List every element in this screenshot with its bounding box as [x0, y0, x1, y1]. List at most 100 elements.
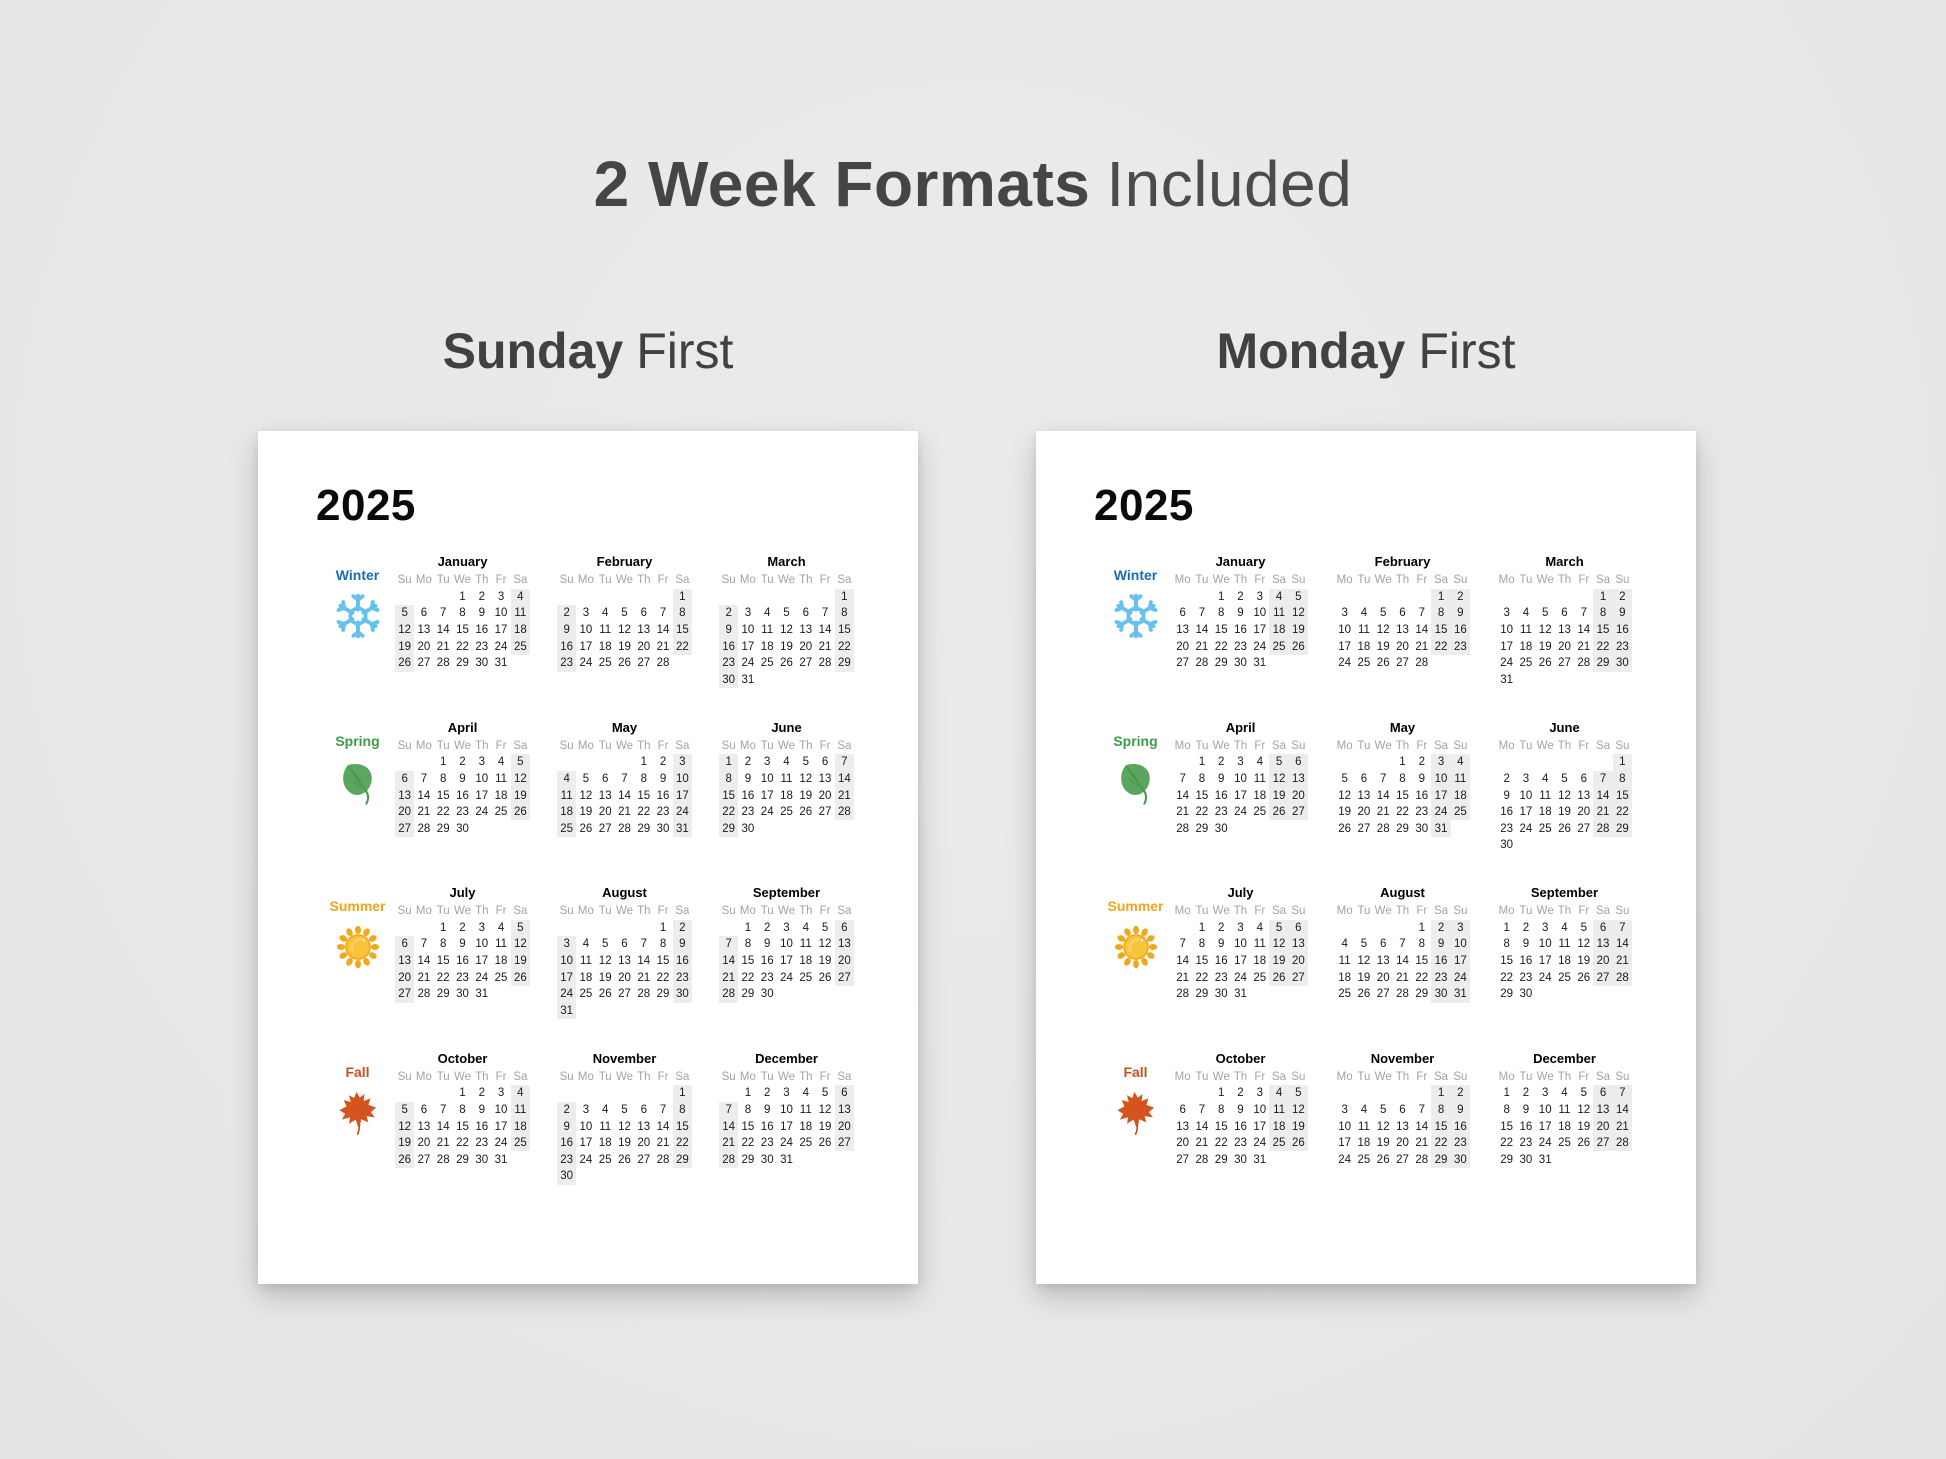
- day-cell: 25: [1357, 1153, 1371, 1166]
- weekday-header: Tu: [1195, 739, 1209, 752]
- day-cell: 30: [1214, 988, 1228, 1001]
- day-cell: 11: [599, 624, 612, 637]
- day-cell: 30: [656, 822, 670, 835]
- day-cell: 1: [834, 588, 854, 606]
- day-cell: 12: [818, 1103, 832, 1116]
- day-cell: 13: [417, 1120, 431, 1133]
- day-cell: 1: [1503, 1087, 1510, 1100]
- empty-cell: [1354, 589, 1373, 606]
- weekday-header: We: [1212, 739, 1230, 752]
- empty-cell: [796, 672, 815, 689]
- day-cell: 30: [1415, 822, 1429, 835]
- empty-cell: [1173, 920, 1192, 937]
- day-cell: 12: [510, 936, 530, 953]
- empty-cell: [1555, 1151, 1574, 1168]
- empty-cell: [1374, 920, 1393, 937]
- day-cell: 14: [1176, 789, 1190, 802]
- day-cell: 23: [1214, 971, 1228, 984]
- day-cell: 12: [510, 770, 530, 788]
- day-cell: 6: [420, 1103, 428, 1116]
- day-cell: 26: [1269, 969, 1289, 986]
- day-cell: 18: [780, 789, 793, 802]
- day-cell: 22: [436, 971, 450, 984]
- day-cell: 13: [1288, 936, 1308, 953]
- day-cell: 19: [598, 971, 612, 984]
- weekday-header: Tu: [598, 739, 612, 752]
- day-cell: 28: [1577, 657, 1591, 670]
- day-cell: 2: [719, 605, 739, 622]
- season-months: April Su Mo Tu We Th Fr Sa 1 2 3 4 5 6 7 8 9 10 11 12 13 14 15…: [395, 720, 854, 887]
- season-row-spring: Spring April Mo Tu We Th Fr Sa Su 1 2 3 4 5 6 7 8 9 10 11 12…: [1098, 720, 1632, 887]
- day-cell: 5: [1580, 921, 1587, 934]
- day-cell: 24: [1253, 640, 1267, 653]
- day-cell: 18: [494, 789, 508, 802]
- empty-cell: [738, 589, 757, 606]
- day-cell: 4: [1269, 1085, 1289, 1102]
- day-cell: 27: [818, 806, 832, 819]
- weekday-header: Su: [1615, 1070, 1630, 1083]
- day-cell: 3: [744, 607, 752, 620]
- month-title: November: [592, 1050, 657, 1066]
- weekday-header: Tu: [1357, 1070, 1371, 1083]
- day-cell: 17: [741, 640, 755, 653]
- month-october: October Su Mo Tu We Th Fr Sa 1 2 3 4 5 6 7 8 9 10 11 12 13 14…: [395, 1051, 530, 1218]
- empty-cell: [1374, 1085, 1393, 1102]
- day-cell: 14: [818, 624, 832, 637]
- day-cell: 26: [1269, 803, 1289, 821]
- day-cell: 31: [1431, 820, 1451, 838]
- day-cell: 19: [1288, 621, 1308, 639]
- day-cell: 26: [395, 654, 415, 672]
- day-cell: 20: [1558, 640, 1571, 653]
- weekday-header: Th: [1233, 574, 1248, 587]
- day-cell: 11: [1338, 955, 1351, 968]
- day-cell: 7: [440, 607, 447, 620]
- day-cell: 20: [1593, 952, 1613, 970]
- empty-cell: [719, 1085, 738, 1102]
- day-cell: 17: [1338, 640, 1352, 653]
- day-cell: 2: [459, 921, 466, 934]
- day-cell: 17: [760, 789, 774, 802]
- day-cell: 8: [1399, 772, 1406, 785]
- day-cell: 27: [1357, 822, 1371, 835]
- day-cell: 7: [420, 772, 428, 785]
- day-cell: 23: [1519, 971, 1533, 984]
- day-cell: 20: [637, 1137, 651, 1150]
- day-cell: 11: [1357, 1120, 1370, 1133]
- empty-cell: [1451, 655, 1470, 672]
- season-row-fall: Fall October Mo Tu We Th Fr Sa Su 1 2 3 4 5 6 7 8 9 10 11 12…: [1098, 1051, 1632, 1218]
- day-cell: 7: [1179, 772, 1186, 785]
- day-cell: 2: [1503, 772, 1510, 785]
- day-cell: 5: [621, 607, 628, 620]
- empty-cell: [835, 820, 854, 837]
- day-cell: 19: [1577, 955, 1591, 968]
- empty-cell: [835, 672, 854, 689]
- day-cell: 3: [1431, 754, 1451, 771]
- day-cell: 13: [1357, 789, 1371, 802]
- weekday-header: Mo: [1336, 739, 1353, 752]
- day-cell: 26: [1288, 638, 1308, 655]
- weekday-header: Fr: [1254, 574, 1266, 587]
- day-cell: 30: [1234, 1153, 1247, 1166]
- day-cell: 28: [417, 988, 431, 1001]
- day-cell: 24: [1450, 969, 1470, 986]
- weekday-header: Mo: [739, 574, 756, 587]
- day-cell: 9: [1503, 789, 1510, 802]
- day-cell: 17: [557, 969, 577, 986]
- day-cell: 12: [1288, 605, 1308, 622]
- day-cell: 2: [1237, 1087, 1244, 1100]
- day-cell: 27: [1176, 1153, 1190, 1166]
- empty-cell: [1354, 754, 1373, 771]
- day-cell: 4: [1269, 588, 1289, 606]
- day-cell: 9: [764, 1103, 771, 1116]
- day-cell: 3: [497, 1087, 505, 1100]
- day-cell: 25: [1269, 638, 1289, 655]
- empty-cell: [815, 1151, 834, 1168]
- day-cell: 17: [1338, 1137, 1352, 1150]
- empty-cell: [1354, 920, 1373, 937]
- day-cell: 18: [1519, 640, 1533, 653]
- day-cell: 5: [1380, 1103, 1387, 1116]
- empty-cell: [576, 589, 595, 606]
- month-november: November Su Mo Tu We Th Fr Sa 1 2 3 4 5 6 7 8 9 10 11 12 13 1…: [557, 1050, 692, 1218]
- day-cell: 6: [1179, 607, 1186, 620]
- day-cell: 4: [1256, 921, 1263, 934]
